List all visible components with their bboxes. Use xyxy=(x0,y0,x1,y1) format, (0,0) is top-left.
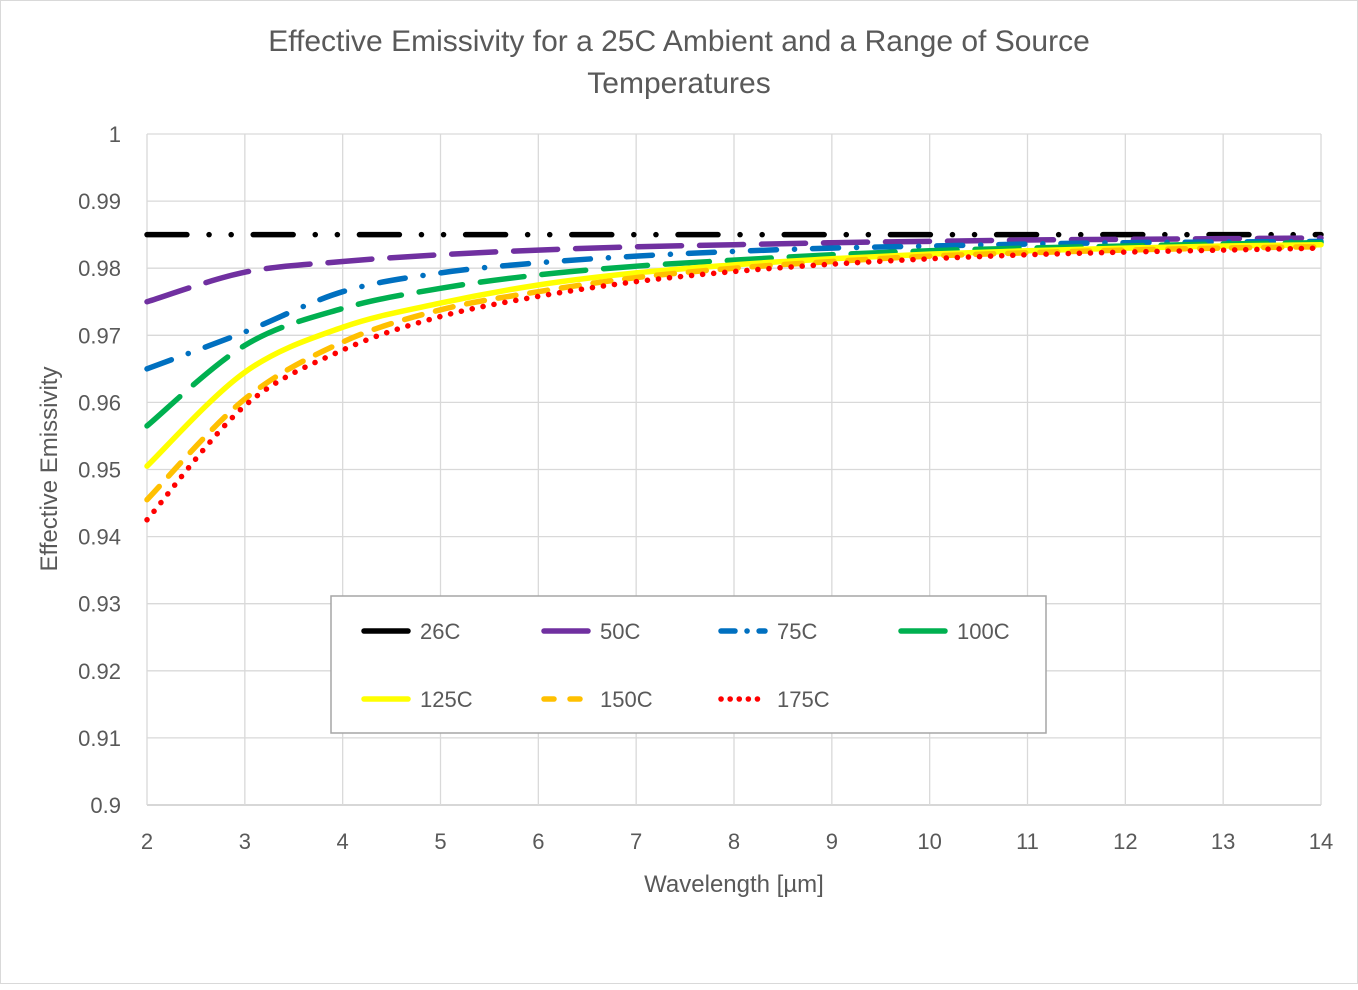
legend-item: 125C xyxy=(361,687,473,712)
x-axis-label: Wavelength [µm] xyxy=(644,871,824,898)
x-tick-label: 3 xyxy=(239,829,251,854)
x-tick-label: 5 xyxy=(434,829,446,854)
legend-label: 75C xyxy=(777,619,817,644)
legend-item: 150C xyxy=(541,687,653,712)
x-tick-label: 12 xyxy=(1113,829,1137,854)
y-axis-ticks: 0.9 0.91 0.92 0.93 0.94 0.95 0.96 0.97 0.98 0.99 1 xyxy=(78,122,121,818)
legend-item: 100C xyxy=(898,619,1010,644)
legend-label: 175C xyxy=(777,687,830,712)
legend-label: 100C xyxy=(957,619,1010,644)
chart-title-line-1: Effective Emissivity for a 25C Ambient a… xyxy=(268,25,1090,58)
x-tick-label: 8 xyxy=(728,829,740,854)
series-group xyxy=(144,231,1324,523)
y-tick-label: 0.92 xyxy=(78,659,121,684)
legend: 26C 50C 75C 100C 125C 150C 175C xyxy=(330,595,1047,734)
legend-item: 50C xyxy=(541,619,640,644)
legend-item: 75C xyxy=(718,619,817,644)
legend-item: 175C xyxy=(718,687,830,712)
x-tick-label: 7 xyxy=(630,829,642,854)
x-tick-label: 14 xyxy=(1309,829,1333,854)
legend-label: 50C xyxy=(600,619,640,644)
y-tick-label: 0.91 xyxy=(78,726,121,751)
series-line-125C xyxy=(144,241,1324,469)
y-tick-label: 0.96 xyxy=(78,390,121,415)
y-tick-label: 0.95 xyxy=(78,458,121,483)
legend-label: 150C xyxy=(600,687,653,712)
legend-label: 26C xyxy=(420,619,460,644)
x-tick-label: 6 xyxy=(532,829,544,854)
series-line-50C xyxy=(144,235,1324,305)
y-tick-label: 0.97 xyxy=(78,323,121,348)
y-tick-label: 0.94 xyxy=(78,525,121,550)
x-tick-label: 9 xyxy=(826,829,838,854)
series-line-175C xyxy=(144,245,1324,523)
x-axis-ticks: 2 3 4 5 6 7 8 9 10 11 12 13 14 xyxy=(141,829,1333,854)
series-line-75C xyxy=(144,238,1324,372)
x-tick-label: 4 xyxy=(337,829,349,854)
y-tick-label: 0.99 xyxy=(78,189,121,214)
x-tick-label: 13 xyxy=(1211,829,1235,854)
legend-box xyxy=(330,595,1047,734)
series-line-150C xyxy=(144,243,1324,503)
y-tick-label: 0.98 xyxy=(78,256,121,281)
legend-label: 125C xyxy=(420,687,473,712)
chart-title: Effective Emissivity for a 25C Ambient a… xyxy=(268,25,1090,100)
y-axis-label: Effective Emissivity xyxy=(36,367,63,572)
legend-item: 26C xyxy=(361,619,460,644)
y-tick-label: 1 xyxy=(109,122,121,147)
x-tick-label: 2 xyxy=(141,829,153,854)
chart-title-line-2: Temperatures xyxy=(587,67,770,100)
x-tick-label: 10 xyxy=(917,829,941,854)
y-tick-label: 0.9 xyxy=(90,793,121,818)
y-tick-label: 0.93 xyxy=(78,592,121,617)
x-tick-label: 11 xyxy=(1016,829,1039,854)
